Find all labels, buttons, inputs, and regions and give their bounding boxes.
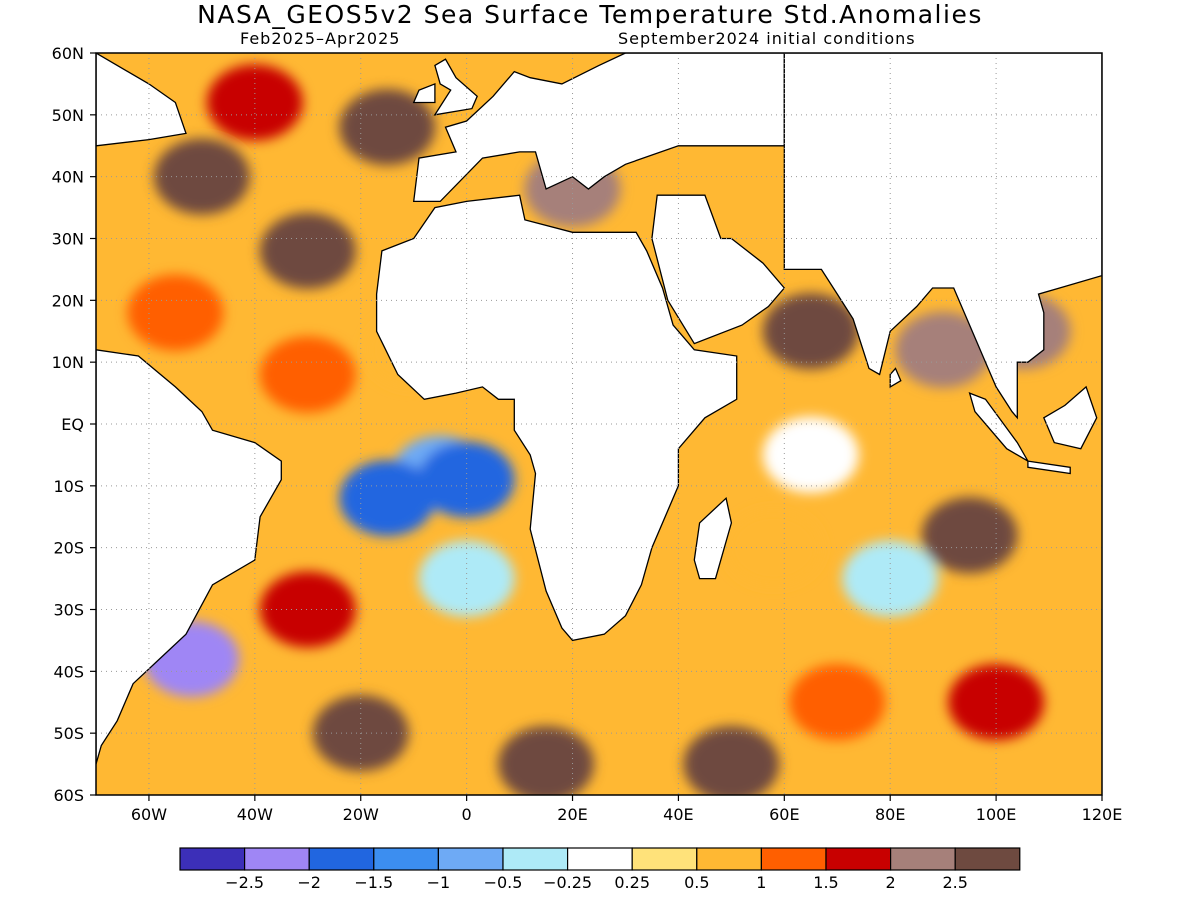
anomaly-blob [339,89,436,166]
anomaly-blob [259,571,356,648]
anomaly-blob [762,293,859,370]
colorbar-label: 2 [886,873,896,892]
colorbar-swatch [179,847,246,871]
colorbar-swatch [502,847,569,871]
colorbar-label: 0.5 [684,873,709,892]
lat-tick-label: 50N [52,106,84,125]
lat-tick-label: 20N [52,291,84,310]
lat-tick-label: 50S [53,724,84,743]
anomaly-blob [339,460,436,537]
lat-tick-label: 60N [52,44,84,63]
land-uk [433,58,478,116]
colorbar-swatch [760,847,827,871]
anomaly-blob [683,726,780,795]
anomaly-blob [895,311,992,388]
anomaly-blob [259,336,356,413]
anomaly-blob [259,212,356,289]
colorbar-swatch [566,847,633,871]
land-ireland [412,82,436,104]
colorbar-label: 1.5 [813,873,838,892]
land-madagascar [693,496,733,580]
lat-tick-label: 30S [53,601,84,620]
colorbar-swatch [308,847,375,871]
latitude-axis: 60N 50N 40N 30N 20N 10N EQ 10S 20S 30S 40S 50S 60S [52,44,96,805]
colorbar-swatch [631,847,698,871]
colorbar-swatch [825,847,892,871]
anomaly-blob [498,726,595,795]
colorbar-label: 0.25 [614,873,650,892]
land-africa [375,194,738,642]
lon-tick-label: 60E [769,805,799,824]
anomaly-blob [206,64,303,141]
lat-tick-label: 10N [52,353,84,372]
colorbar-label: −1 [427,873,451,892]
colorbar: −2.5 −2 −1.5 −1 −0.5 −0.25 0.25 0.5 1 1.5 2 2.5 [179,847,1021,892]
colorbar-label: 2.5 [942,873,967,892]
lat-tick-label: 20S [53,539,84,558]
map-title: NASA_GEOS5v2 Sea Surface Temperature Std… [197,0,983,29]
lon-tick-label: 80E [875,805,905,824]
land-borneo [1042,385,1098,450]
colorbar-label: −0.25 [543,873,592,892]
land-india_asia [783,53,1102,420]
anomaly-blob [948,664,1045,741]
anomaly-blob [725,509,822,586]
lat-tick-label: 60S [53,786,84,805]
lat-tick-label: 40N [52,168,84,187]
lat-tick-label: 30N [52,230,84,249]
lat-tick-label: 40S [53,662,84,681]
longitude-axis: 60W 40W 20W 0 20E 40E 60E 80E 100E 120E [131,795,1122,824]
colorbar-swatch [437,847,504,871]
forecast-period: Feb2025–Apr2025 [240,29,401,48]
lat-tick-label: 10S [53,477,84,496]
anomaly-blob [418,441,515,518]
land-newfoundland [96,53,187,147]
lon-tick-label: 100E [976,805,1017,824]
graticule [96,53,1102,795]
colorbar-label: −2 [297,873,321,892]
colorbar-label: −2.5 [225,873,264,892]
lon-tick-label: 40W [237,805,273,824]
land-iceland [340,16,393,28]
lon-tick-label: 20W [343,805,379,824]
lon-tick-label: 120E [1082,805,1123,824]
initial-conditions: September2024 initial conditions [618,29,916,48]
lon-tick-label: 20E [557,805,587,824]
lon-tick-label: 40E [663,805,693,824]
anomaly-blob [789,664,886,741]
colorbar-label: −0.5 [484,873,523,892]
colorbar-swatch [954,847,1021,871]
lat-tick-label: EQ [61,415,84,434]
anomaly-field [127,64,1071,795]
lon-tick-label: 0 [462,805,472,824]
colorbar-label: −1.5 [354,873,393,892]
colorbar-swatch [696,847,762,871]
landmasses [96,16,1102,765]
land-arabia [651,194,786,345]
land-java [1027,460,1071,475]
land-south_america [96,349,282,765]
colorbar-swatch [889,847,956,871]
colorbar-label: 1 [756,873,766,892]
lon-tick-label: 60W [131,805,167,824]
anomaly-blob [127,274,224,351]
anomaly-blob [762,416,859,493]
colorbar-swatch [373,847,439,871]
anomaly-blob [921,497,1018,574]
colorbar-swatch [244,847,310,871]
